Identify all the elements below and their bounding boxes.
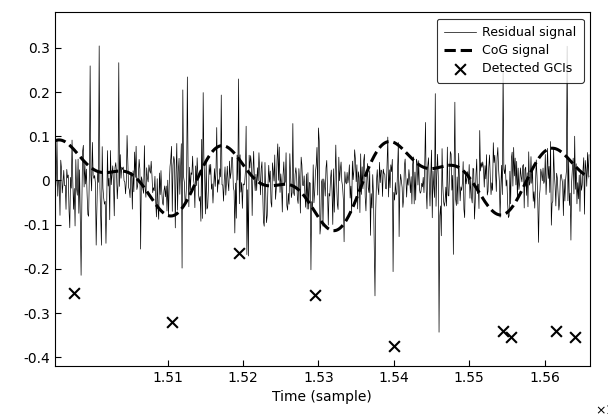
Residual signal bbox=[586, 152, 593, 157]
CoG signal bbox=[55, 137, 63, 142]
Detected GCIs bbox=[389, 343, 399, 349]
Detected GCIs bbox=[506, 334, 516, 341]
Detected GCIs bbox=[310, 292, 320, 299]
Residual signal bbox=[392, 180, 399, 185]
Detected GCIs bbox=[69, 290, 78, 297]
Residual signal bbox=[346, 162, 353, 167]
Residual signal bbox=[51, 236, 58, 241]
Line: CoG signal: CoG signal bbox=[55, 140, 589, 231]
Detected GCIs bbox=[551, 327, 561, 334]
Text: $\times 10^4$: $\times 10^4$ bbox=[595, 401, 608, 416]
Line: Residual signal: Residual signal bbox=[55, 46, 589, 332]
CoG signal bbox=[219, 143, 226, 148]
CoG signal bbox=[330, 228, 337, 233]
Legend: Residual signal, CoG signal, Detected GCIs: Residual signal, CoG signal, Detected GC… bbox=[437, 19, 584, 83]
Detected GCIs bbox=[167, 319, 176, 325]
Detected GCIs bbox=[570, 334, 579, 341]
X-axis label: Time (sample): Time (sample) bbox=[272, 391, 372, 404]
CoG signal bbox=[586, 175, 593, 180]
CoG signal bbox=[51, 139, 58, 144]
Detected GCIs bbox=[235, 250, 244, 257]
CoG signal bbox=[482, 201, 489, 206]
CoG signal bbox=[392, 141, 399, 146]
CoG signal bbox=[347, 210, 354, 215]
CoG signal bbox=[398, 146, 406, 151]
Residual signal bbox=[219, 183, 226, 188]
Residual signal bbox=[435, 330, 443, 335]
Residual signal bbox=[482, 176, 489, 181]
Residual signal bbox=[95, 43, 103, 48]
Detected GCIs bbox=[498, 327, 508, 334]
Residual signal bbox=[582, 167, 590, 172]
Residual signal bbox=[398, 178, 405, 183]
CoG signal bbox=[582, 173, 590, 178]
